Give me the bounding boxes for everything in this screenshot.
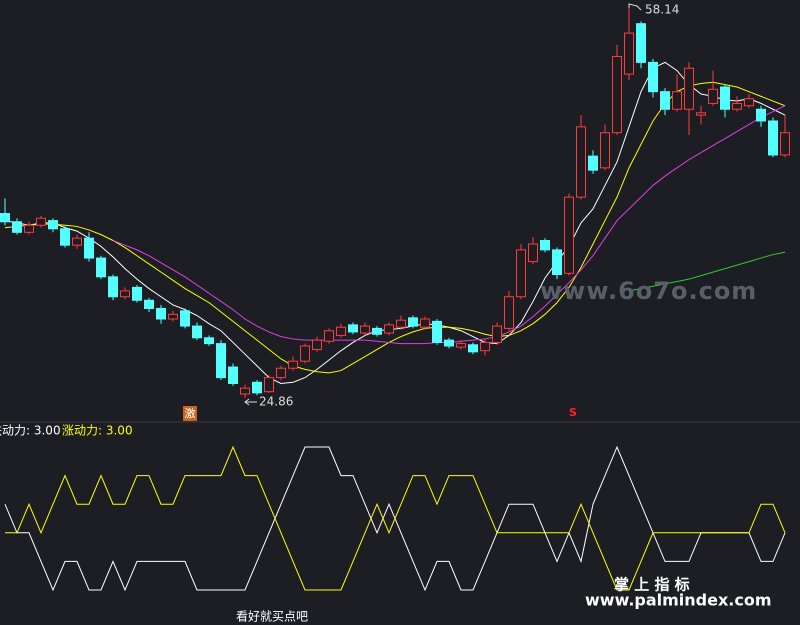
candle-body (516, 249, 526, 298)
candle-body (720, 86, 730, 110)
candle-body (696, 112, 706, 116)
candle-body (216, 343, 226, 379)
candle-body (408, 317, 418, 327)
candle-body (48, 220, 58, 230)
candle-body (336, 326, 346, 336)
candle-body (480, 341, 490, 352)
candle-body (192, 325, 202, 339)
indicator-line (5, 445, 786, 591)
candle-body (732, 102, 742, 110)
candle-body (672, 91, 682, 110)
candle-body (72, 237, 82, 246)
candle-body (348, 324, 358, 333)
candle-body (252, 381, 262, 394)
candle-body (528, 243, 538, 263)
candle-body (180, 310, 190, 327)
high-label: 58.14 (645, 3, 679, 17)
candle-body (780, 132, 790, 156)
low-arrow (244, 398, 257, 406)
candle-body (456, 343, 466, 348)
moving-average (628, 251, 786, 292)
candle-body (468, 344, 478, 353)
candle-body (24, 224, 34, 233)
candle-body (12, 221, 22, 233)
candle-body (144, 299, 154, 309)
candle-body (0, 213, 10, 223)
candle-body (612, 56, 622, 134)
annotation: 看好就买点吧 (236, 610, 308, 624)
candle-body (636, 23, 646, 63)
candle-body (648, 61, 658, 93)
candle-body (708, 88, 718, 104)
candle-body (768, 120, 778, 156)
moving-average (4, 61, 786, 384)
legend-entry: 涨动力: 3.00 (62, 423, 133, 438)
candle-body (288, 360, 298, 369)
watermark: 掌 上 指 标 (614, 576, 690, 594)
candle-body (564, 196, 574, 274)
candle-body (276, 367, 286, 379)
watermark: www.6o7o.com (540, 277, 757, 305)
candle-body (324, 330, 334, 342)
candle-body (84, 237, 94, 259)
candle-body (360, 325, 370, 334)
candle-body (432, 320, 442, 343)
candle-body (552, 249, 562, 275)
moving-average (112, 105, 786, 345)
candle-body (264, 377, 274, 393)
candle-body (624, 32, 634, 75)
candle-body (684, 67, 694, 110)
candle-body (576, 126, 586, 198)
legend-entry: 跌动力: 3.00 (0, 423, 61, 438)
candle-body (300, 345, 310, 362)
candle-body (36, 217, 46, 226)
candle-body (492, 325, 502, 343)
candle-body (444, 339, 454, 347)
candle-body (204, 337, 214, 345)
candle-body (384, 324, 394, 334)
candle-body (420, 318, 430, 328)
candle-body (756, 108, 766, 122)
signal-label: S (569, 406, 577, 419)
signal-box (183, 406, 197, 421)
high-marker (628, 3, 642, 11)
candle-body (60, 228, 70, 246)
candle-body (540, 240, 550, 251)
candle-body (120, 290, 130, 298)
candle-body (312, 339, 322, 350)
candle-body (744, 98, 754, 107)
candle-body (108, 276, 118, 298)
candle-body (156, 307, 166, 320)
candle-body (372, 327, 382, 335)
candle-body (600, 132, 610, 169)
candle-body (588, 155, 598, 171)
moving-average (4, 81, 786, 374)
low-label: 24.86 (259, 395, 293, 409)
candle-body (396, 319, 406, 328)
candle-body (660, 91, 670, 110)
candle-body (504, 296, 514, 329)
watermark: www.palmindex.com (585, 591, 772, 610)
candle-body (168, 313, 178, 320)
signal-label: 激 (185, 406, 196, 420)
candle-body (228, 366, 238, 384)
candle-body (240, 387, 250, 395)
candle-body (96, 257, 106, 278)
candle-body (132, 286, 142, 301)
